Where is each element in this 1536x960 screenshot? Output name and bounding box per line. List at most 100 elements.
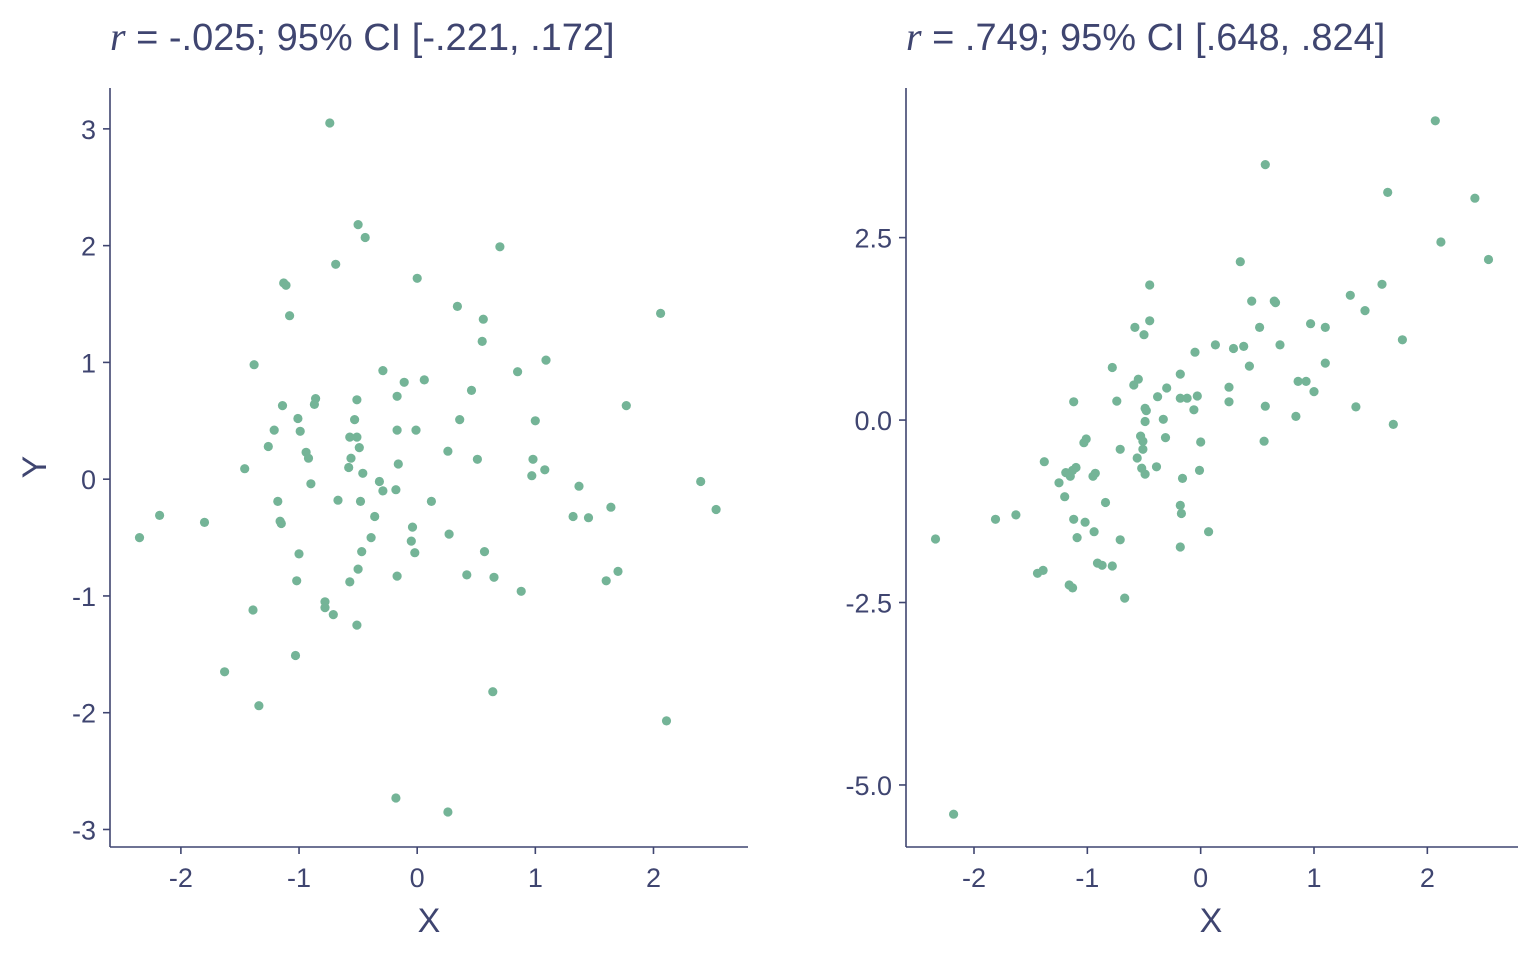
left-scatter-point xyxy=(452,301,462,311)
left-scatter-point xyxy=(443,807,453,817)
right-scatter-point xyxy=(1470,193,1480,203)
right-scatter-point xyxy=(1068,583,1078,593)
right-scatter-point xyxy=(1204,527,1214,537)
right-x-tick-label: -2 xyxy=(962,863,986,893)
left-scatter-point xyxy=(455,415,465,425)
left-scatter-point xyxy=(353,564,363,574)
left-scatter-point xyxy=(277,401,288,411)
left-scatter-point xyxy=(269,425,279,435)
left-scatter-point xyxy=(443,446,453,456)
left-scatter-point xyxy=(426,496,436,506)
right-y-tick-label: -5.0 xyxy=(845,771,892,801)
left-scatter-point xyxy=(344,462,354,473)
left-scatter-point xyxy=(352,620,362,630)
left-scatter-point xyxy=(444,529,454,539)
left-scatter-point xyxy=(606,502,616,512)
left-scatter-point xyxy=(472,454,482,464)
left-scatter-point xyxy=(495,242,505,252)
left-scatter-point xyxy=(294,549,304,559)
right-scatter-point xyxy=(1140,416,1150,427)
left-scatter-point xyxy=(352,395,362,405)
right-panel-title: r = .749; 95% CI [.648, .824] xyxy=(906,14,1385,59)
left-scatter-point xyxy=(378,366,388,376)
right-x-tick-label: 2 xyxy=(1420,863,1435,893)
right-scatter-point xyxy=(1065,471,1075,481)
right-scatter-point xyxy=(1177,473,1188,483)
left-scatter-point xyxy=(528,454,538,464)
right-scatter-point xyxy=(1270,298,1281,308)
right-scatter-point xyxy=(1388,419,1398,429)
left-scatter-point xyxy=(354,443,364,453)
right-scatter-point xyxy=(1244,361,1254,371)
left-x-tick-label: 0 xyxy=(410,863,425,893)
right-scatter-point xyxy=(1224,382,1234,392)
right-scatter-point xyxy=(1112,396,1122,406)
left-scatter-point xyxy=(199,517,210,528)
right-scatter-point xyxy=(1088,471,1098,481)
left-scatter-point xyxy=(303,453,314,463)
right-scatter-point xyxy=(1115,444,1125,454)
right-scatter-point xyxy=(1436,237,1446,247)
right-scatter-point xyxy=(1145,280,1155,290)
left-scatter-point xyxy=(370,511,380,522)
left-y-tick-label: 3 xyxy=(81,115,96,145)
right-x-tick-label: -1 xyxy=(1075,863,1099,893)
right-scatter-point xyxy=(1129,380,1139,390)
left-scatter-point xyxy=(331,259,341,269)
left-scatter-point xyxy=(656,308,666,318)
right-scatter-point xyxy=(1260,160,1270,170)
right-scatter-point xyxy=(1182,393,1192,403)
left-scatter-point xyxy=(392,425,402,435)
right-scatter-point xyxy=(1228,343,1239,354)
right-y-tick-label: 2.5 xyxy=(854,224,892,254)
left-scatter-point xyxy=(353,220,363,230)
right-scatter-point xyxy=(1054,478,1064,488)
left-scatter-point xyxy=(345,432,355,442)
right-scatter-point xyxy=(1089,527,1099,537)
right-scatter-point xyxy=(1107,362,1117,373)
left-x-tick-label: 2 xyxy=(646,863,661,893)
right-scatter-point xyxy=(1160,433,1171,443)
left-y-ticks: 3 2 1 0 -1 -2 -3 xyxy=(72,115,110,845)
left-x-tick-label: 1 xyxy=(528,863,543,893)
left-scatter-point xyxy=(412,273,422,283)
right-scatter-point xyxy=(1293,376,1303,386)
right-scatter-point xyxy=(1377,279,1387,289)
right-scatter-point xyxy=(1210,340,1220,350)
right-scatter-point xyxy=(1247,296,1257,306)
right-scatter-point xyxy=(990,514,1001,524)
left-y-tick-label: 2 xyxy=(81,232,96,262)
left-scatter-point xyxy=(478,314,488,324)
left-scatter-point xyxy=(540,465,550,475)
right-scatter-point xyxy=(1309,387,1319,397)
right-scatter-point xyxy=(1141,406,1151,416)
right-scatter-point xyxy=(1069,397,1079,407)
left-scatter-point xyxy=(462,570,472,580)
left-scatter-point xyxy=(366,533,376,543)
right-x-tick-label: 0 xyxy=(1193,863,1208,893)
right-scatter-point xyxy=(1430,116,1440,126)
right-scatter-panel: r = .749; 95% CI [.648, .824] -2 -1 0 1 2 2.… xyxy=(845,14,1518,940)
left-scatter-point xyxy=(248,605,258,615)
left-scatter-point xyxy=(516,586,526,596)
right-scatter-point xyxy=(1345,290,1355,300)
left-y-tick-label: -1 xyxy=(72,582,96,612)
right-scatter-point xyxy=(1039,457,1049,467)
left-scatter-point xyxy=(489,572,499,582)
right-scatter-point xyxy=(1483,254,1494,265)
right-scatter-point xyxy=(1138,444,1148,454)
left-title-text: = -.025; 95% CI [-.221, .172] xyxy=(126,17,615,59)
right-scatter-point xyxy=(1175,542,1185,552)
right-title-text: = .749; 95% CI [.648, .824] xyxy=(922,17,1386,59)
left-panel-title: r = -.025; 95% CI [-.221, .172] xyxy=(110,14,615,59)
left-scatter-point xyxy=(374,476,384,487)
left-scatter-point xyxy=(613,566,623,577)
right-scatter-point xyxy=(1139,330,1149,340)
left-scatter-point xyxy=(285,311,295,321)
left-scatter-point xyxy=(355,496,366,506)
left-scatter-point xyxy=(541,355,551,365)
left-scatter-point xyxy=(328,610,338,620)
left-scatter-point xyxy=(410,548,420,558)
left-scatter-point xyxy=(358,468,368,478)
